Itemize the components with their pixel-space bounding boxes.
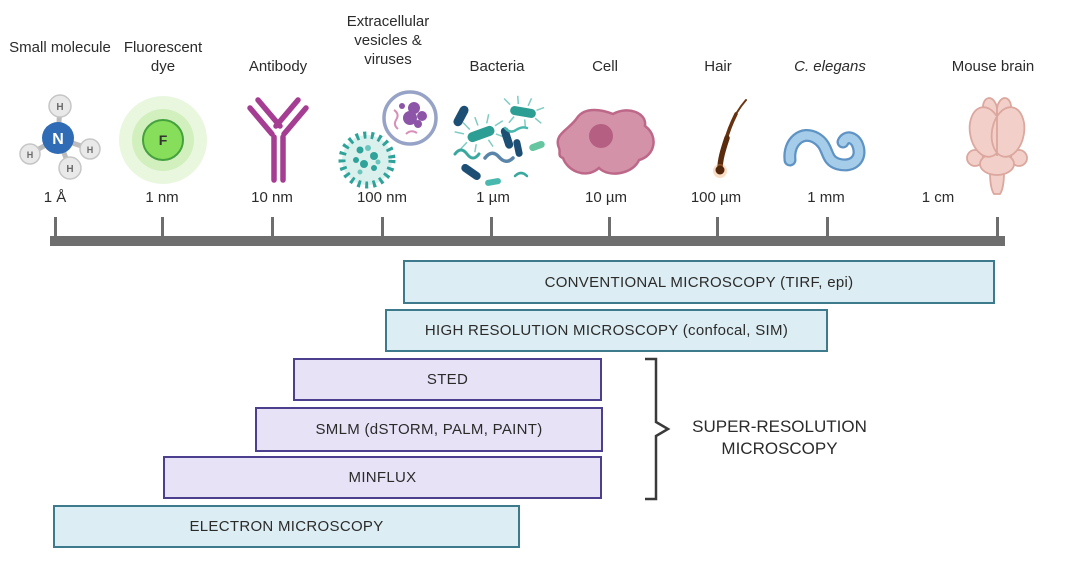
bar-label: SMLM (dSTORM, PALM, PAINT) [315,421,543,438]
atom-letter: H [66,164,73,175]
bar-label: CONVENTIONAL MICROSCOPY (TIRF, epi) [544,273,854,291]
atom-letter: H [87,145,94,155]
object-label-c-elegans: C. elegans [794,58,866,75]
object-label-antibody: Antibody [248,58,308,75]
bar-label: STED [426,371,469,388]
object-label-bacteria: Bacteria [469,58,525,75]
scale-tick [716,217,719,237]
bar-electron-microscopy: ELECTRON MICROSCOPY [53,505,520,548]
size-label-10um: 10 µm [585,189,627,206]
bar-high-resolution-microscopy: HIGH RESOLUTION MICROSCOPY (confocal, SI… [385,309,828,352]
object-label-fluorescent-dye: Fluorescent dye [123,39,203,75]
small-molecule-icon: H H H H N [19,94,101,180]
scale-tick [271,217,274,237]
hair-icon [713,99,747,178]
size-label-1cm: 1 cm [921,189,955,206]
fluorescent-dye-icon: F [119,96,207,184]
scale-tick [996,217,999,237]
atom-letter: H [56,102,63,113]
curly-brace-icon [645,357,671,501]
scale-tick [826,217,829,237]
dye-letter: F [159,132,168,148]
bar-smlm: SMLM (dSTORM, PALM, PAINT) [255,407,603,452]
super-resolution-label: SUPER-RESOLUTION MICROSCOPY [692,417,867,458]
scale-tick [608,217,611,237]
object-label-hair: Hair [704,58,732,75]
size-label-1mm: 1 mm [807,189,845,206]
size-label-100um: 100 µm [690,189,742,206]
mouse-brain-icon [966,97,1028,195]
bar-sted: STED [293,358,602,401]
bar-label: ELECTRON MICROSCOPY [189,518,384,535]
scale-bar [50,236,1005,246]
object-label-cell: Cell [592,58,618,75]
atom-letter-n: N [52,131,64,148]
bar-minflux: MINFLUX [163,456,602,499]
extracellular-vesicles-icon [338,90,438,189]
atom-letter: H [27,150,34,160]
size-label-1nm: 1 nm [145,189,179,206]
size-label-10nm: 10 nm [251,189,293,206]
c-elegans-icon [783,129,866,172]
size-label-1um: 1 µm [476,189,510,206]
bar-label: MINFLUX [348,469,417,486]
scale-tick [490,217,493,237]
bacteria-icon [453,95,545,186]
object-label-small-molecule: Small molecule [9,39,111,56]
antibody-icon [247,97,309,183]
bar-conventional-microscopy: CONVENTIONAL MICROSCOPY (TIRF, epi) [403,260,995,304]
size-label-100nm: 100 nm [356,189,408,206]
scale-tick [161,217,164,237]
bar-label: HIGH RESOLUTION MICROSCOPY (confocal, SI… [424,322,789,339]
object-label-extracellular-vesicles: Extracellular vesicles & viruses [346,13,430,68]
object-label-mouse-brain: Mouse brain [951,58,1035,75]
scale-tick [54,217,57,237]
scale-tick [381,217,384,237]
cell-icon [556,108,655,175]
size-label-1a: 1 Å [43,189,67,206]
